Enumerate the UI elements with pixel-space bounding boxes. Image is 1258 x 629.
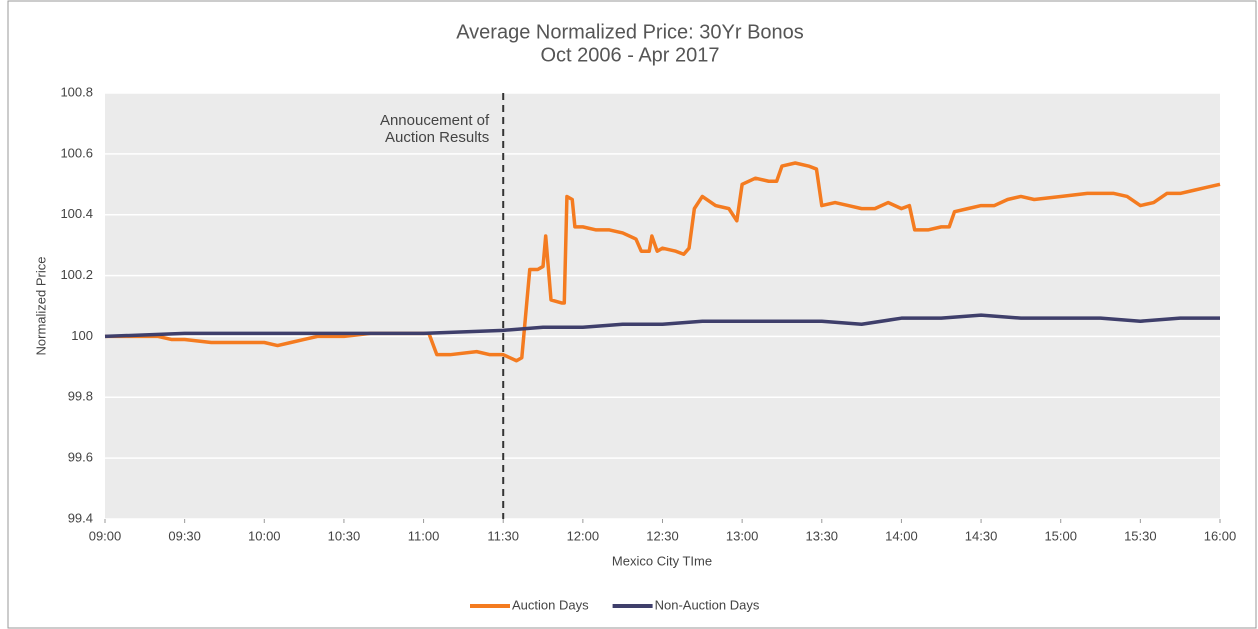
plot-area — [105, 93, 1220, 519]
x-axis-label: Mexico City TIme — [612, 553, 712, 568]
y-tick-label: 100.2 — [60, 267, 93, 282]
chart-subtitle: Oct 2006 - Apr 2017 — [540, 44, 719, 66]
x-tick-label: 11:00 — [408, 528, 440, 543]
x-tick-label: 10:00 — [248, 528, 281, 543]
legend-label: Auction Days — [512, 597, 589, 612]
y-tick-label: 99.4 — [68, 510, 93, 525]
x-tick-label: 15:00 — [1044, 528, 1077, 543]
y-tick-label: 99.8 — [68, 389, 93, 404]
x-tick-label: 13:00 — [726, 528, 759, 543]
x-tick-label: 14:00 — [885, 528, 918, 543]
x-tick-label: 09:30 — [168, 528, 201, 543]
chart-title: Average Normalized Price: 30Yr Bonos — [456, 21, 804, 43]
annotation-text: Auction Results — [385, 129, 489, 146]
y-tick-label: 100.8 — [60, 84, 93, 99]
x-tick-label: 09:00 — [89, 528, 122, 543]
x-tick-label: 10:30 — [328, 528, 361, 543]
x-tick-label: 15:30 — [1124, 528, 1157, 543]
y-axis-label: Normalized Price — [33, 257, 48, 356]
y-tick-label: 100.4 — [60, 206, 93, 221]
x-tick-label: 12:30 — [646, 528, 679, 543]
annotation-text: Annoucement of — [380, 112, 490, 129]
legend-label: Non-Auction Days — [655, 597, 760, 612]
y-tick-label: 100.6 — [60, 145, 93, 160]
x-tick-label: 13:30 — [806, 528, 839, 543]
x-tick-label: 16:00 — [1204, 528, 1237, 543]
x-tick-label: 14:30 — [965, 528, 998, 543]
y-tick-label: 100 — [71, 328, 93, 343]
x-tick-label: 12:00 — [567, 528, 600, 543]
x-tick-label: 11:30 — [487, 528, 519, 543]
y-tick-label: 99.6 — [68, 450, 93, 465]
series-line — [104, 313, 1220, 339]
